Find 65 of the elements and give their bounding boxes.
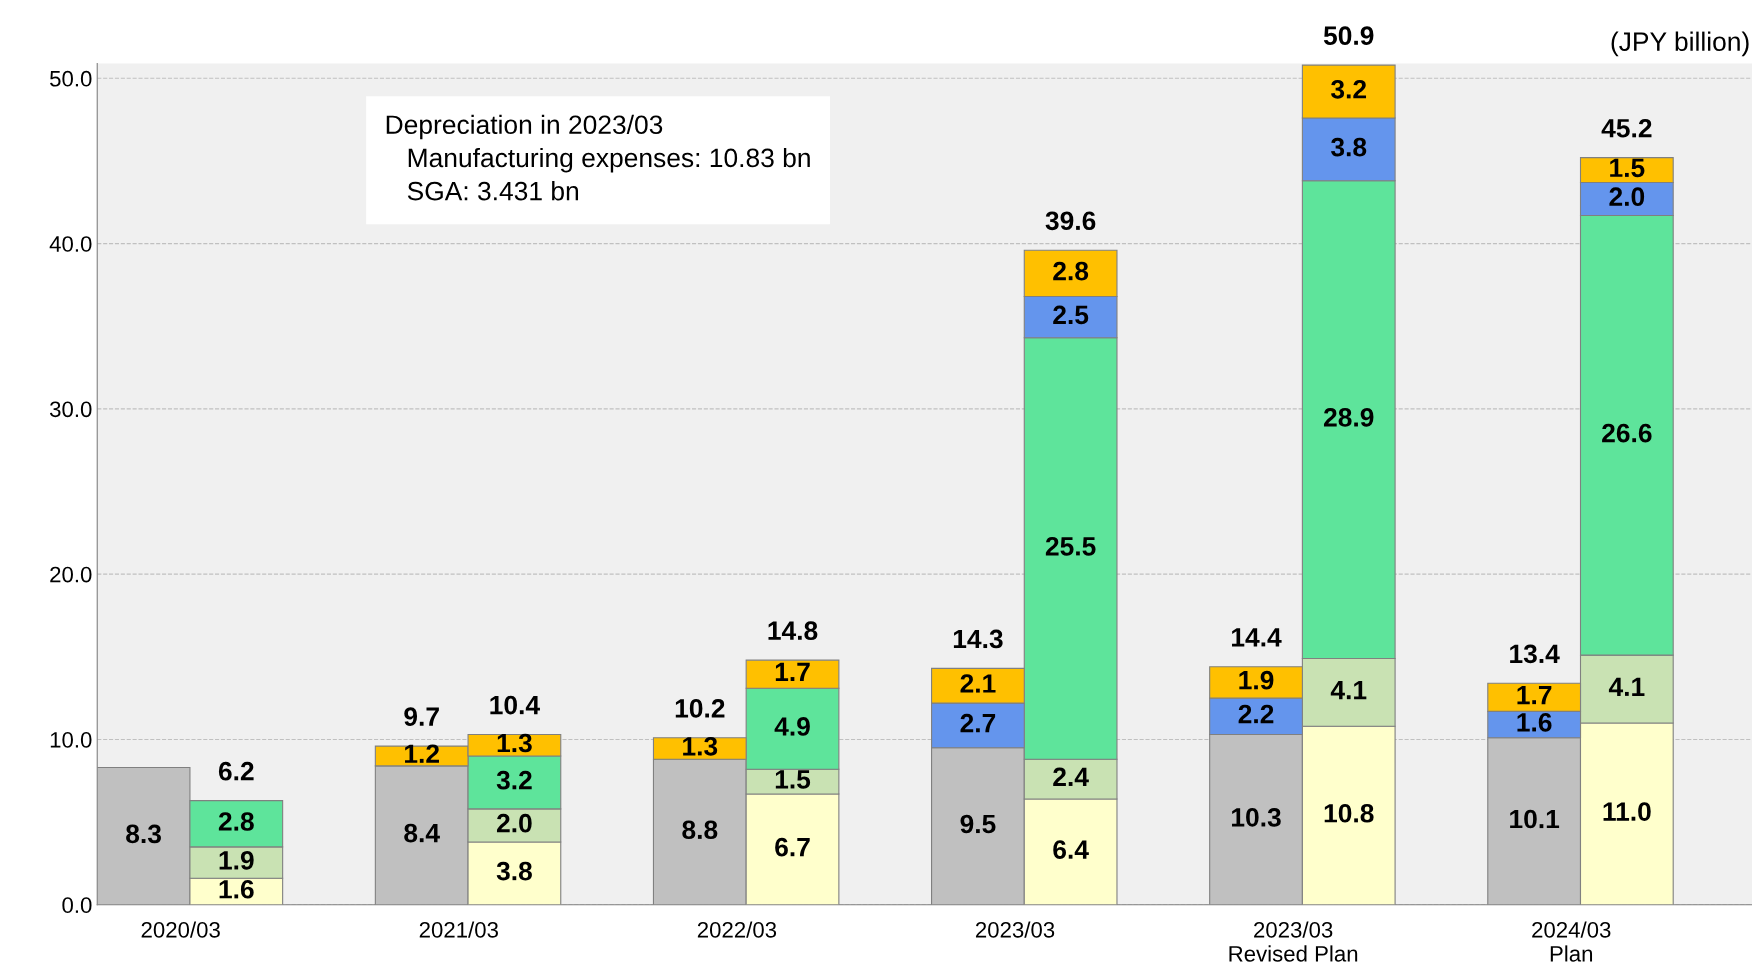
total-label: 50.9 xyxy=(1323,26,1374,45)
total-label: 6.2 xyxy=(218,761,254,781)
data-label: 2.0 xyxy=(1609,187,1645,207)
text: (JPY billion) xyxy=(1611,31,1749,57)
data-label: 9.5 xyxy=(960,814,996,834)
data-label: 2.0 xyxy=(496,813,532,833)
data-label: 2.2 xyxy=(1238,704,1274,724)
data-label: 4.9 xyxy=(774,717,810,736)
x-tick-label: 2021/03 xyxy=(419,921,498,938)
data-label: 3.2 xyxy=(1331,79,1367,99)
y-tick-label: 40.0 xyxy=(49,236,92,252)
data-label: 3.2 xyxy=(496,770,532,790)
total-label: 14.8 xyxy=(768,621,818,641)
data-label: 3.8 xyxy=(496,861,532,881)
data-label: 10.8 xyxy=(1324,803,1374,823)
data-label: 1.9 xyxy=(1239,670,1274,690)
data-label: 1.7 xyxy=(775,662,810,681)
annotation: Depreciation in 2023/03 Manufacturing expenses: 10.83 bn SGA: 3.431 bn xyxy=(386,114,810,201)
total-label: 10.2 xyxy=(675,699,725,718)
data-label: 2.8 xyxy=(1053,261,1089,281)
data-label: 6.7 xyxy=(775,837,810,857)
data-label: 4.1 xyxy=(1330,681,1367,700)
data-label: 1.2 xyxy=(405,744,439,763)
x-tick-label: 2022/03 xyxy=(697,921,777,938)
total-label: 39.6 xyxy=(1045,211,1096,231)
data-label: 2.5 xyxy=(1053,305,1089,325)
data-label: 2.4 xyxy=(1053,767,1089,786)
data-label: 1.3 xyxy=(497,733,532,753)
total-label: 9.7 xyxy=(404,707,439,726)
data-label: 8.4 xyxy=(404,823,440,843)
total-label: 45.2 xyxy=(1601,118,1652,138)
total-label: 14.3 xyxy=(953,629,1003,649)
data-label: 1.5 xyxy=(1610,158,1645,178)
total-label: 13.4 xyxy=(1510,644,1560,664)
data-label: 10.1 xyxy=(1510,809,1560,829)
data-label: 8.3 xyxy=(126,824,161,844)
data-label: 28.9 xyxy=(1323,408,1374,427)
x-tick-label: 2023/03 Revised Plan xyxy=(1229,921,1358,962)
data-label: 2.7 xyxy=(960,713,996,733)
data-label: 1.5 xyxy=(775,770,811,789)
data-label: 1.6 xyxy=(1517,712,1552,732)
data-label: 2.8 xyxy=(218,812,254,831)
data-label: 2.1 xyxy=(960,674,996,693)
data-label: 8.8 xyxy=(682,820,718,840)
data-label: 11.0 xyxy=(1603,802,1651,821)
total-label: 10.4 xyxy=(490,695,540,715)
data-label: 1.9 xyxy=(219,851,254,870)
data-label: 10.3 xyxy=(1232,808,1281,827)
data-label: 3.8 xyxy=(1331,137,1367,157)
y-tick-label: 0.0 xyxy=(62,897,92,914)
x-tick-label: 2020/03 xyxy=(141,921,220,938)
data-label: 1.6 xyxy=(219,879,254,899)
data-label: 26.6 xyxy=(1602,423,1652,443)
x-tick-label: 2023/03 xyxy=(975,921,1055,938)
data-label: 1.7 xyxy=(1517,685,1552,705)
data-label: 1.3 xyxy=(683,736,718,756)
data-label: 4.1 xyxy=(1608,677,1645,696)
y-tick-label: 10.0 xyxy=(50,732,92,748)
y-tick-label: 50.0 xyxy=(50,70,92,87)
data-label: 6.4 xyxy=(1053,840,1089,859)
data-label: 25.5 xyxy=(1045,536,1096,556)
y-tick-label: 20.0 xyxy=(50,566,92,583)
y-tick-label: 30.0 xyxy=(49,401,92,418)
x-tick-label: 2024/03 Plan xyxy=(1532,921,1611,962)
total-label: 14.4 xyxy=(1232,628,1282,647)
